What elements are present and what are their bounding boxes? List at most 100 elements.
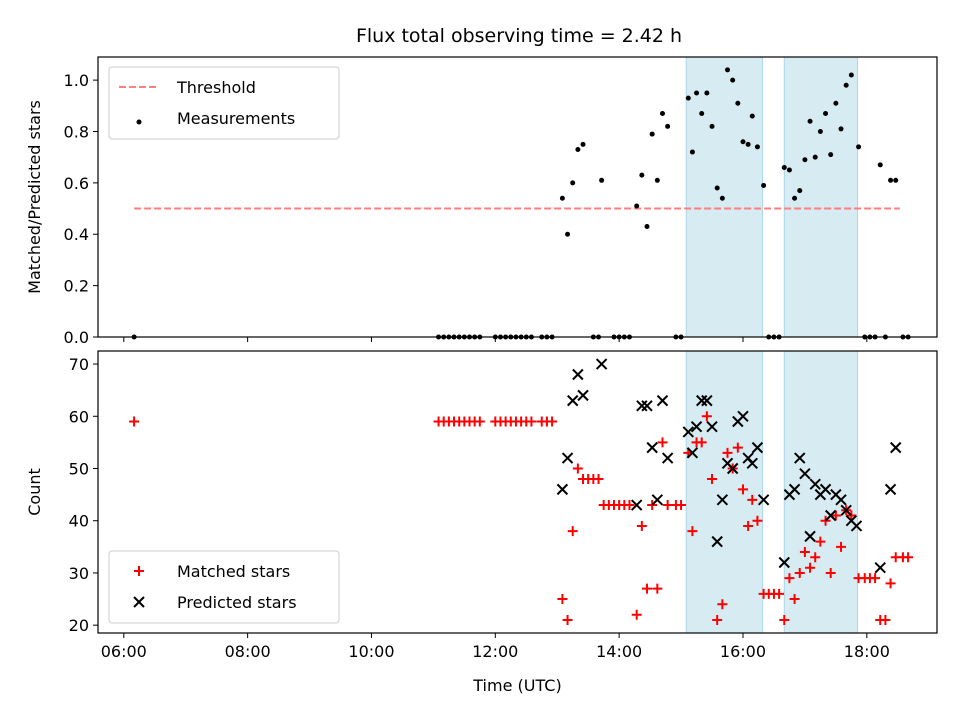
measurement-point — [665, 123, 671, 129]
measurement-point — [654, 177, 660, 183]
matched-star-point — [836, 541, 847, 552]
measurement-point — [893, 177, 899, 183]
matched-star-point — [712, 614, 723, 625]
x-axis-label: Time (UTC) — [472, 676, 561, 695]
x-tick-label: 06:00 — [101, 642, 147, 661]
predicted-star-point — [809, 478, 821, 490]
legend-box — [108, 550, 340, 624]
matched-star-point — [870, 573, 881, 584]
legend-label: Measurements — [177, 109, 295, 128]
matched-star-point — [707, 473, 718, 484]
predicted-star-point — [595, 358, 608, 370]
matched-star-point — [631, 609, 642, 620]
x-tick-label: 16:00 — [720, 642, 766, 661]
predicted-star-point — [757, 494, 770, 506]
predicted-star-point — [572, 368, 584, 381]
predicted-star-point — [890, 441, 902, 454]
x-tick-label: 18:00 — [844, 642, 890, 661]
matched-star-point — [820, 515, 831, 526]
measurement-point — [575, 146, 581, 152]
matched-star-point — [676, 500, 687, 511]
measurement-point — [559, 195, 565, 201]
matched-star-point — [799, 547, 810, 558]
y-tick-label: 0.2 — [64, 277, 89, 296]
predicted-star-point — [686, 447, 699, 459]
matched-star-point — [752, 515, 763, 526]
measurement-point — [856, 144, 862, 150]
measurement-point — [848, 72, 854, 78]
matched-star-point — [737, 484, 748, 495]
measurement-point — [580, 141, 586, 147]
matched-star-point — [593, 473, 604, 484]
measurement-point — [699, 111, 705, 117]
axes-frame — [97, 56, 938, 338]
matched-star-point — [687, 526, 698, 537]
legend-label: Threshold — [176, 78, 256, 97]
measurement-point — [634, 203, 640, 209]
matched-star-point — [815, 536, 826, 547]
y-tick-label: 40 — [69, 512, 89, 531]
measurement-point — [689, 149, 695, 155]
matched-star-point — [642, 583, 653, 594]
legend-measurement-swatch — [136, 119, 142, 125]
matched-star-point — [572, 463, 583, 474]
x-tick-label: 12:00 — [472, 642, 518, 661]
matched-star-point — [657, 437, 668, 448]
predicted-star-point — [696, 394, 708, 407]
measurement-point — [823, 111, 829, 117]
y-tick-label: 60 — [69, 407, 89, 426]
legend-predicted-swatch — [133, 596, 145, 608]
measurement-point — [761, 182, 767, 188]
predicted-star-point — [567, 394, 579, 407]
predicted-star-point — [804, 530, 816, 543]
y-tick-label: 50 — [69, 460, 89, 479]
predicted-star-point — [794, 452, 806, 464]
y-axis-label: Matched/Predicted stars — [25, 100, 44, 294]
matched-star-point — [825, 567, 836, 578]
measurement-point — [740, 139, 746, 145]
y-tick-label: 0.0 — [64, 328, 89, 347]
matched-star-point — [129, 416, 140, 427]
measurement-point — [817, 128, 823, 134]
matched-star-point — [743, 520, 754, 531]
matched-star-point — [784, 573, 795, 584]
legend-box — [108, 66, 340, 140]
matched-star-point — [903, 552, 914, 563]
y-tick-label: 70 — [69, 355, 89, 374]
matched-star-point — [567, 526, 578, 537]
predicted-star-point — [778, 556, 790, 569]
matched-star-point — [747, 494, 758, 505]
measurement-point — [828, 152, 834, 158]
measurement-point — [685, 95, 691, 101]
measurement-point — [749, 113, 755, 119]
predicted-star-point — [706, 421, 718, 433]
measurement-point — [754, 144, 760, 150]
predicted-star-point — [661, 452, 674, 464]
predicted-star-point — [840, 504, 852, 516]
predicted-star-point — [874, 562, 886, 574]
predicted-star-point — [556, 483, 569, 496]
figure-title: Flux total observing time = 2.42 h — [356, 25, 682, 47]
measurement-point — [812, 154, 818, 160]
measurement-point — [802, 157, 808, 163]
legend-label: Matched stars — [177, 562, 290, 581]
predicted-star-point — [646, 441, 658, 454]
y-tick-label: 0.4 — [64, 225, 89, 244]
measurement-point — [786, 167, 792, 173]
matched-star-point — [474, 416, 485, 427]
predicted-star-point — [682, 426, 695, 438]
shaded-interval — [685, 350, 764, 634]
matched-star-point — [636, 520, 647, 531]
matched-star-point — [701, 411, 712, 422]
measurement-point — [792, 195, 798, 201]
matched-star-point — [647, 500, 658, 511]
measurement-point — [838, 126, 844, 132]
matched-star-point — [557, 594, 568, 605]
measurement-point — [649, 131, 655, 137]
measurement-point — [843, 82, 849, 88]
matched-star-point — [717, 599, 728, 610]
y-tick-label: 1.0 — [64, 71, 89, 90]
matched-star-point — [774, 588, 785, 599]
predicted-star-point — [711, 535, 723, 548]
